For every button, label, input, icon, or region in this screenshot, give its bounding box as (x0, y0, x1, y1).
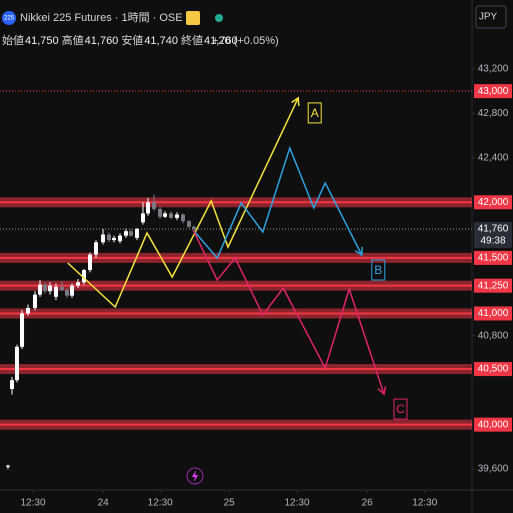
candle-body (10, 380, 14, 390)
level-label: 42,000 (478, 197, 509, 208)
x-tick-label: 12:30 (412, 498, 437, 509)
candle-body (76, 282, 80, 286)
candle-body (181, 214, 185, 222)
candle-body (107, 234, 112, 241)
candle-body (43, 284, 47, 292)
scenario-arrow (291, 96, 300, 107)
legend-value: 41,740 (144, 35, 178, 47)
legend-value: 41,760 (85, 35, 119, 47)
candle-body (124, 231, 128, 236)
x-tick-label: 12:30 (148, 498, 173, 509)
candle-body (26, 307, 31, 314)
candle-body (163, 213, 167, 217)
legend-value: 41,760 (204, 35, 238, 47)
scenario-line (192, 229, 385, 395)
candle-body (140, 213, 145, 223)
scenario-label: A (311, 106, 319, 120)
scenario-label-box (371, 259, 386, 281)
currency-box[interactable] (475, 5, 507, 29)
scenario-label-box (393, 398, 408, 420)
level-label: 40,000 (478, 419, 509, 430)
candle-body (112, 237, 116, 241)
ohlc-legend: 始値 41,750 高値 41,760 安値 41,740 終値 41,760 (2, 33, 238, 47)
y-tick-label: 40,800 (478, 330, 509, 341)
legend-key: 終値 (181, 33, 203, 47)
scenario-label: C (396, 402, 405, 416)
candle-body (169, 213, 173, 218)
status-dot (215, 14, 223, 22)
level-label: 43,000 (478, 86, 509, 97)
candle-body (20, 313, 25, 347)
candle-body (82, 270, 86, 283)
level-label: 41,250 (478, 280, 509, 291)
candle-body (152, 202, 157, 209)
y-tick-label: 42,800 (478, 108, 509, 119)
candle-body (70, 285, 74, 296)
scenario-label-box (307, 102, 322, 124)
y-tick-label: 43,200 (478, 64, 509, 75)
scenario-line (67, 97, 299, 309)
x-tick-label: 25 (224, 498, 236, 509)
y-tick-label: 39,600 (478, 464, 509, 475)
candle-body (146, 202, 151, 214)
candle-body (65, 290, 70, 296)
candle-body (187, 221, 191, 227)
y-tick-label: 42,400 (478, 152, 509, 163)
candle-body (175, 214, 179, 218)
candle-body (158, 208, 163, 217)
logo (2, 11, 16, 25)
change: +20 (+0.05%) (212, 35, 279, 47)
candle-body (5, 465, 10, 467)
candle-body (128, 231, 133, 236)
candle-body (38, 284, 43, 295)
countdown: 49:38 (480, 236, 505, 247)
chart-title: Nikkei 225 Futures · 1時間 · OSE (20, 11, 183, 24)
candle-body (14, 346, 19, 381)
scenario-arrow (354, 246, 363, 257)
level-label-box (474, 250, 512, 265)
legend-key: 安値 (121, 33, 143, 47)
level-label-box (474, 195, 512, 210)
scenario-label: B (374, 263, 382, 277)
scenario-arrow (377, 386, 387, 396)
candle-body (94, 242, 98, 255)
last-price-label: 41,760 (478, 224, 509, 235)
x-tick-label: 24 (98, 498, 110, 509)
legend-value: 41,750 (25, 35, 59, 47)
candle-body (101, 234, 106, 243)
x-tick-label: 26 (362, 498, 374, 509)
x-tick-label: 12:30 (20, 498, 45, 509)
candle-body (32, 294, 37, 308)
logo-text: 225 (4, 16, 15, 22)
level-label-box (474, 306, 512, 321)
candle-body (59, 286, 64, 291)
legend-key: 始値 (2, 33, 24, 47)
currency[interactable]: JPY (479, 12, 498, 23)
event-icon-bolt (192, 470, 198, 482)
candle-body (47, 285, 52, 292)
x-tick-label: 12:30 (284, 498, 309, 509)
level-label-box (474, 362, 512, 377)
scenario-line (192, 145, 363, 260)
legend-key: 高値 (62, 33, 84, 47)
candle-body (134, 228, 139, 238)
level-label: 41,500 (478, 253, 509, 264)
last-price-box (474, 221, 512, 248)
event-icon[interactable] (186, 467, 204, 485)
level-label-box (474, 417, 512, 432)
candle-body (53, 286, 58, 297)
level-label-box (474, 278, 512, 293)
level-label: 40,500 (478, 364, 509, 375)
candle-body (118, 235, 122, 242)
level-label-box (474, 84, 512, 99)
level-label: 41,000 (478, 308, 509, 319)
candle-body (191, 226, 196, 229)
candle-body (88, 254, 92, 271)
flag-icon (186, 11, 200, 25)
